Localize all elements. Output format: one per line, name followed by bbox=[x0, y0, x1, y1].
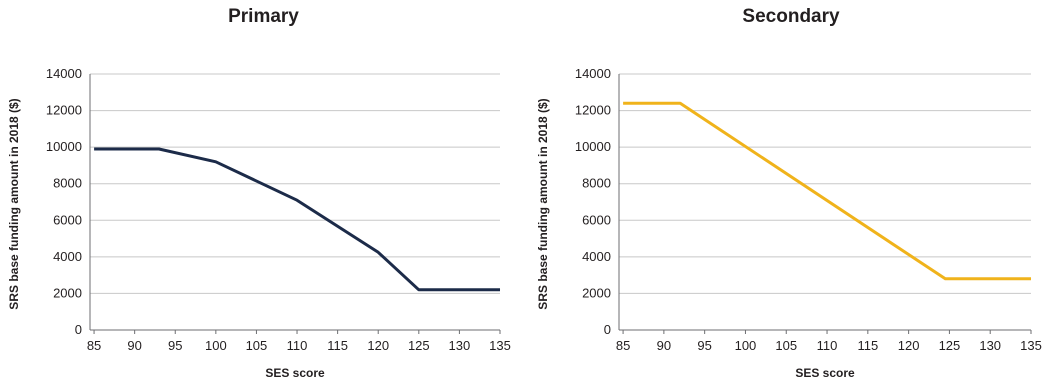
secondary-chart: 0 2000 4000 6000 8000 10000 12000 14000 85 90 95 10… bbox=[536, 66, 1042, 380]
x-tick-label: 90 bbox=[127, 338, 141, 353]
x-tick-label: 105 bbox=[246, 338, 268, 353]
x-tick-label: 100 bbox=[205, 338, 227, 353]
y-tick-label: 8000 bbox=[582, 176, 611, 191]
primary-chart-panel: Primary 0 2000 4000 6000 8000 10000 12000 14000… bbox=[0, 0, 527, 385]
chart-title: Primary bbox=[228, 6, 299, 27]
x-tick-label: 105 bbox=[775, 338, 797, 353]
x-tick-label: 110 bbox=[287, 338, 308, 353]
series-line bbox=[94, 147, 500, 292]
x-tick-label: 95 bbox=[168, 338, 182, 353]
x-tick-label: 95 bbox=[697, 338, 711, 353]
x-tick-label: 120 bbox=[367, 338, 389, 353]
x-tick-label: 85 bbox=[87, 338, 101, 353]
x-tick-label: 115 bbox=[327, 338, 348, 353]
y-tick-label: 4000 bbox=[582, 249, 611, 264]
y-tick-label: 10000 bbox=[46, 139, 82, 154]
y-tick-label: 12000 bbox=[575, 103, 611, 118]
y-tick-label: 12000 bbox=[46, 103, 82, 118]
y-tick-label: 14000 bbox=[46, 66, 82, 81]
x-tick-label: 125 bbox=[408, 338, 430, 353]
x-tick-label: 85 bbox=[616, 338, 630, 353]
x-tick-label: 130 bbox=[449, 338, 471, 353]
y-tick-label: 2000 bbox=[53, 285, 82, 300]
x-axis-title: SES score bbox=[795, 366, 855, 380]
x-tick-label: 90 bbox=[657, 338, 671, 353]
y-tick-label: 6000 bbox=[53, 212, 82, 227]
x-tick-label: 120 bbox=[898, 338, 920, 353]
y-tick-label: 10000 bbox=[575, 139, 611, 154]
x-tick-label: 125 bbox=[939, 338, 961, 353]
y-axis-title: SRS base funding amount in 2018 ($) bbox=[7, 98, 21, 309]
y-tick-label: 4000 bbox=[53, 249, 82, 264]
primary-chart: 0 2000 4000 6000 8000 10000 12000 14000 85 90 95 10… bbox=[7, 66, 511, 380]
x-axis-title: SES score bbox=[265, 366, 325, 380]
x-tick-label: 110 bbox=[817, 338, 838, 353]
y-tick-label: 2000 bbox=[582, 285, 611, 300]
x-tick-label: 100 bbox=[735, 338, 757, 353]
y-tick-label: 6000 bbox=[582, 212, 611, 227]
series-line bbox=[623, 101, 1031, 281]
x-tick-label: 135 bbox=[489, 338, 511, 353]
chart-title: Secondary bbox=[742, 6, 840, 27]
x-tick-label: 115 bbox=[857, 338, 878, 353]
x-tick-label: 135 bbox=[1020, 338, 1042, 353]
y-tick-label: 0 bbox=[604, 322, 611, 337]
y-tick-label: 0 bbox=[75, 322, 82, 337]
secondary-chart-panel: Secondary 0 2000 4000 6000 8000 10000 12000 140… bbox=[527, 0, 1055, 385]
y-tick-label: 8000 bbox=[53, 176, 82, 191]
y-axis-title: SRS base funding amount in 2018 ($) bbox=[536, 98, 550, 309]
y-tick-label: 14000 bbox=[575, 66, 611, 81]
x-tick-label: 130 bbox=[979, 338, 1001, 353]
